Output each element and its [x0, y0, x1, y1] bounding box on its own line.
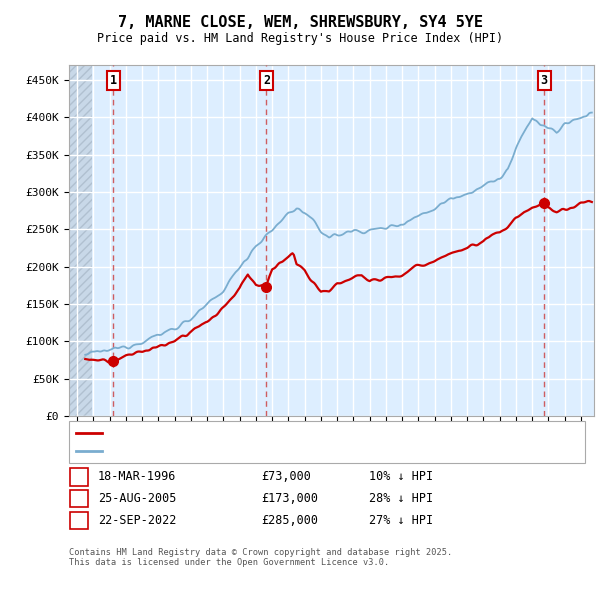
- Text: 28% ↓ HPI: 28% ↓ HPI: [369, 492, 433, 505]
- Text: 7, MARNE CLOSE, WEM, SHREWSBURY, SY4 5YE (detached house): 7, MARNE CLOSE, WEM, SHREWSBURY, SY4 5YE…: [106, 428, 463, 438]
- Text: £285,000: £285,000: [261, 514, 318, 527]
- Bar: [69, 65, 92, 416]
- Text: Contains HM Land Registry data © Crown copyright and database right 2025.
This d: Contains HM Land Registry data © Crown c…: [69, 548, 452, 567]
- Text: 2: 2: [76, 492, 83, 505]
- Text: HPI: Average price, detached house, Shropshire: HPI: Average price, detached house, Shro…: [106, 446, 394, 456]
- Text: 25-AUG-2005: 25-AUG-2005: [98, 492, 176, 505]
- Text: 3: 3: [541, 74, 548, 87]
- Text: 18-MAR-1996: 18-MAR-1996: [98, 470, 176, 483]
- Text: 27% ↓ HPI: 27% ↓ HPI: [369, 514, 433, 527]
- Text: 1: 1: [109, 74, 116, 87]
- Text: £173,000: £173,000: [261, 492, 318, 505]
- Text: 22-SEP-2022: 22-SEP-2022: [98, 514, 176, 527]
- Text: Price paid vs. HM Land Registry's House Price Index (HPI): Price paid vs. HM Land Registry's House …: [97, 32, 503, 45]
- Text: 1: 1: [76, 470, 83, 483]
- Text: 3: 3: [76, 514, 83, 527]
- Text: 2: 2: [263, 74, 270, 87]
- Text: 10% ↓ HPI: 10% ↓ HPI: [369, 470, 433, 483]
- Text: 7, MARNE CLOSE, WEM, SHREWSBURY, SY4 5YE: 7, MARNE CLOSE, WEM, SHREWSBURY, SY4 5YE: [118, 15, 482, 30]
- Text: £73,000: £73,000: [261, 470, 311, 483]
